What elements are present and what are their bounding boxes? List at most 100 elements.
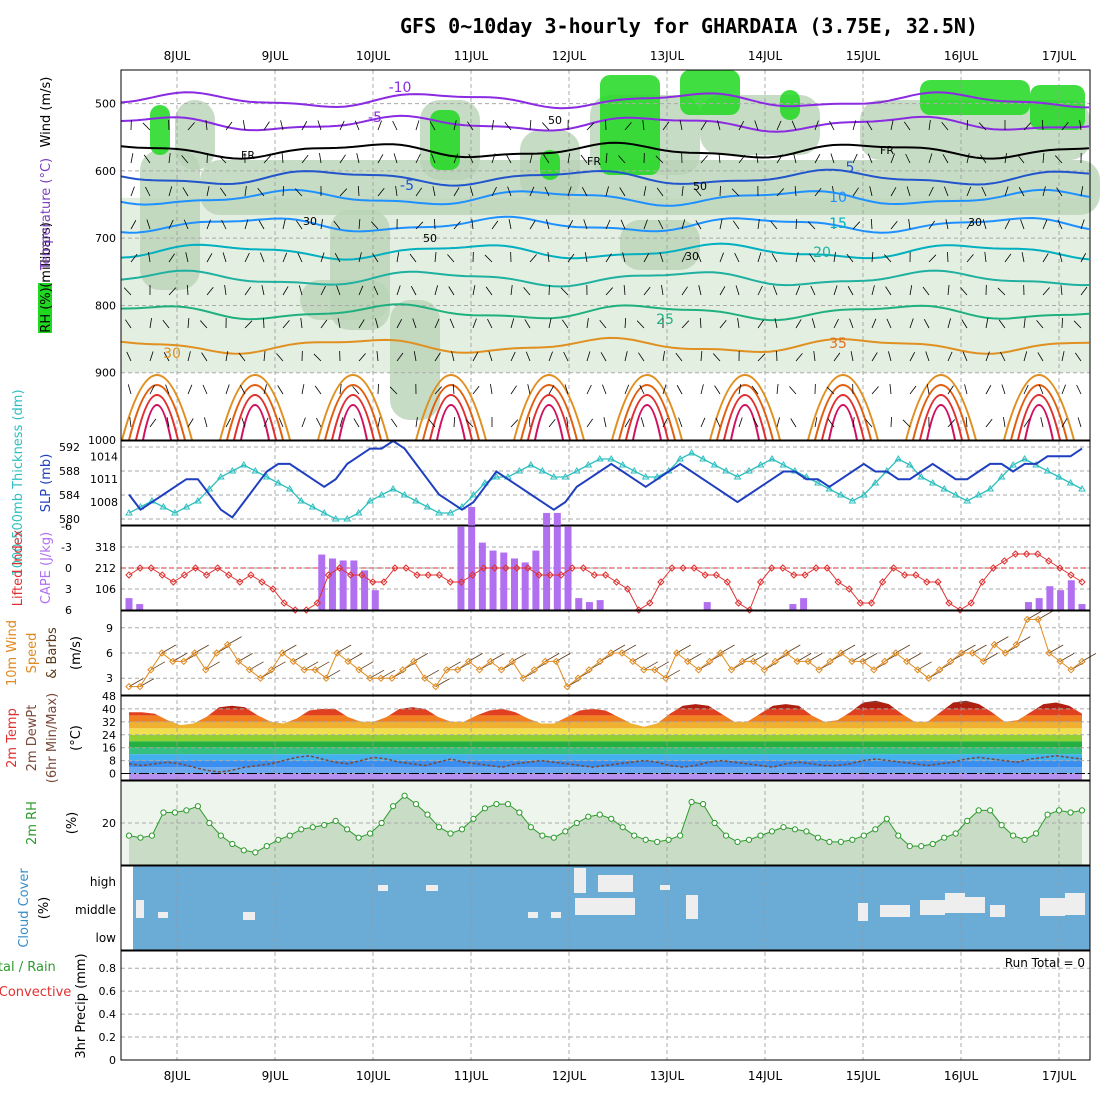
thickness-point <box>814 479 822 486</box>
upper-wind-barb <box>320 252 325 263</box>
wind-speed-point <box>1012 640 1020 649</box>
upper-wind-barb <box>149 384 155 395</box>
upper-wind-barb <box>339 384 342 395</box>
upper-wind-barb <box>658 219 664 230</box>
li-point <box>690 564 698 572</box>
upper-wind-barb <box>126 351 132 362</box>
temp-color-band <box>129 767 1082 774</box>
upper-wind-barb <box>395 186 398 197</box>
upper-wind-barb <box>719 252 724 263</box>
upper-wind-barb <box>448 286 455 296</box>
temp-color-band <box>129 700 1082 703</box>
upper-wind-barb <box>453 153 459 164</box>
upper-wind-barb <box>928 186 934 197</box>
upper-wind-barb <box>510 385 517 395</box>
date-label-top: 10JUL <box>356 49 391 63</box>
speed-ylabel: Speed <box>25 633 40 674</box>
date-label-bottom: 16JUL <box>944 1069 979 1083</box>
wind-speed-point <box>136 682 144 691</box>
wind-speed-point <box>903 657 911 666</box>
cape-bar <box>1024 602 1032 610</box>
upper-wind-barb <box>829 120 835 131</box>
surface-isotherm-arc <box>905 374 977 441</box>
li-point <box>258 578 266 586</box>
upper-wind-barb <box>472 285 476 296</box>
upper-wind-barb <box>1023 351 1028 362</box>
isotherm-label: 5 <box>846 160 855 176</box>
upper-wind-barb <box>833 285 838 296</box>
upper-wind-barb <box>301 121 308 131</box>
li-point <box>723 578 732 586</box>
upper-wind-barb <box>434 285 438 296</box>
thickness-point <box>584 461 593 468</box>
thickness-point <box>423 503 432 510</box>
upper-wind-barb <box>510 285 513 296</box>
wind-speed-point <box>640 666 648 674</box>
li-point <box>369 578 377 586</box>
upper-wind-barb <box>1079 120 1082 131</box>
upper-wind-barb <box>905 153 911 164</box>
wind-speed-point <box>618 649 626 657</box>
upper-wind-barb <box>242 120 246 131</box>
rh2m-point <box>608 815 615 822</box>
wind-speed-point <box>651 666 659 674</box>
li-point <box>513 564 521 572</box>
temp-tick: 16 <box>102 742 116 755</box>
upper-wind-barb <box>168 287 177 296</box>
upper-wind-barb <box>244 320 253 329</box>
freezing-level-label: FR <box>587 155 601 168</box>
rh2m-point <box>768 828 776 835</box>
surface-isotherm-arc <box>1017 394 1061 441</box>
upper-wind-barb <box>314 385 322 395</box>
upper-wind-barb <box>187 351 191 362</box>
wind-speed-point <box>410 657 418 666</box>
temp-color-band <box>129 754 1082 761</box>
upper-wind-barb <box>352 386 360 395</box>
upper-wind-barb <box>389 386 398 395</box>
rh2m-point <box>171 809 179 816</box>
isotherm-label: 25 <box>656 312 674 328</box>
pressure-tick: 600 <box>95 165 116 178</box>
date-label-top: 8JUL <box>164 49 191 63</box>
thickness-point <box>1078 485 1086 492</box>
upper-wind-barb <box>738 154 746 164</box>
upper-wind-barb <box>468 153 474 164</box>
wind-speed-point <box>530 666 539 674</box>
upper-wind-barb <box>1080 286 1088 296</box>
cloud-block <box>574 868 586 893</box>
upper-wind-barb <box>997 287 1006 296</box>
cape-bar <box>478 542 486 610</box>
thickness-point <box>469 491 478 498</box>
thickness-tick: 588 <box>59 465 80 478</box>
surface-isotherm-arc <box>226 384 284 441</box>
wind-speed-point <box>804 657 812 666</box>
thickness-ylabel: 1000-500mb Thickness (dm) <box>11 389 26 576</box>
temp-color-band <box>129 734 1082 742</box>
dewpt-ylabel: 2m DewPt <box>25 705 40 772</box>
wind-tick: 9 <box>106 622 113 635</box>
upper-wind-barb <box>508 219 512 230</box>
thickness-tick: 584 <box>59 489 80 502</box>
upper-wind-barb <box>1076 384 1082 395</box>
upper-wind-barb <box>294 188 303 197</box>
upper-wind-barb <box>700 121 707 131</box>
freezing-level-label: FR <box>880 144 894 157</box>
upper-wind-barb <box>149 418 157 428</box>
li-point <box>324 571 333 579</box>
thickness-point <box>182 503 191 510</box>
upper-wind-barb <box>529 186 535 197</box>
upper-wind-barb <box>185 252 189 263</box>
li-point <box>579 564 588 572</box>
wind-speed-point <box>125 682 133 691</box>
wind-speed-point <box>1045 649 1053 657</box>
li-point <box>745 606 754 614</box>
date-label-top: 15JUL <box>846 49 881 63</box>
upper-wind-barb <box>130 186 135 197</box>
rh2m-point <box>619 824 626 831</box>
upper-wind-barb <box>790 418 797 428</box>
upper-wind-barb <box>947 285 950 296</box>
upper-wind-barb <box>241 417 246 428</box>
upper-wind-barb <box>567 153 571 164</box>
isotherm-line <box>120 242 1090 261</box>
